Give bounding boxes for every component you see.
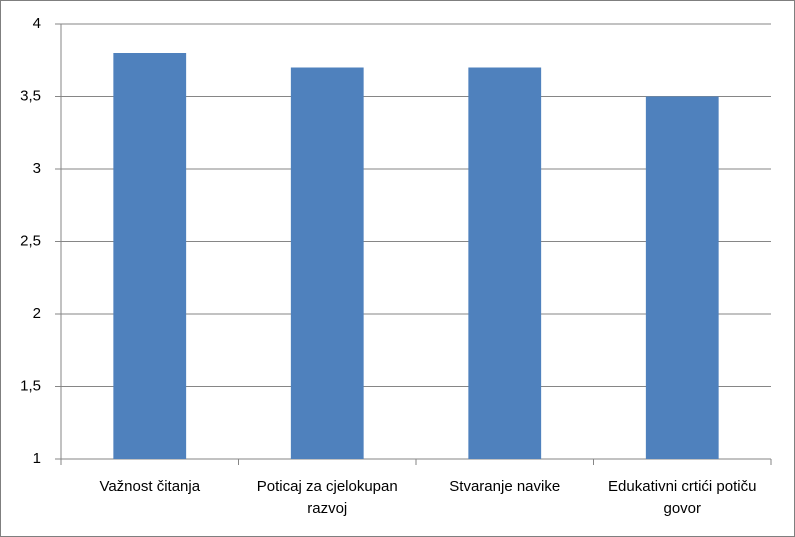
y-tick-label: 2 bbox=[33, 305, 41, 322]
y-tick-label: 4 bbox=[33, 15, 41, 32]
y-tick-label: 1 bbox=[33, 450, 41, 467]
bar bbox=[290, 67, 364, 459]
x-tick-label: Važnost čitanja bbox=[99, 478, 201, 495]
bar bbox=[645, 96, 719, 459]
y-tick-label: 1,5 bbox=[20, 377, 41, 394]
bar bbox=[113, 53, 187, 459]
y-tick-label: 2,5 bbox=[20, 232, 41, 249]
y-tick-label: 3,5 bbox=[20, 87, 41, 104]
x-tick-label: Poticaj za cjelokupan razvoj bbox=[256, 478, 398, 517]
x-tick-label: Edukativni crtići potiču govor bbox=[608, 478, 757, 517]
bar bbox=[468, 67, 542, 459]
x-tick-label: Stvaranje navike bbox=[449, 478, 561, 495]
y-tick-label: 3 bbox=[33, 160, 41, 177]
